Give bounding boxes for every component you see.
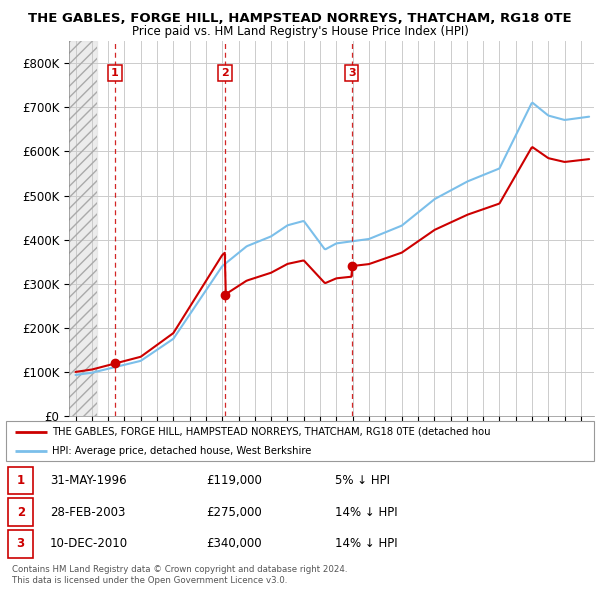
Text: 3: 3 [17,537,25,550]
Text: THE GABLES, FORGE HILL, HAMPSTEAD NORREYS, THATCHAM, RG18 0TE (detached hou: THE GABLES, FORGE HILL, HAMPSTEAD NORREY… [52,427,490,437]
Text: 14% ↓ HPI: 14% ↓ HPI [335,537,398,550]
Text: Contains HM Land Registry data © Crown copyright and database right 2024.
This d: Contains HM Land Registry data © Crown c… [12,565,347,585]
Text: 28-FEB-2003: 28-FEB-2003 [50,506,125,519]
FancyBboxPatch shape [8,530,33,558]
FancyBboxPatch shape [8,467,33,494]
Text: 2: 2 [221,68,229,78]
FancyBboxPatch shape [6,421,594,461]
Text: 1: 1 [111,68,119,78]
Text: £275,000: £275,000 [206,506,262,519]
Text: £119,000: £119,000 [206,474,262,487]
Text: 2: 2 [17,506,25,519]
Text: 10-DEC-2010: 10-DEC-2010 [50,537,128,550]
Text: £340,000: £340,000 [206,537,262,550]
Bar [69,41,97,416]
Text: THE GABLES, FORGE HILL, HAMPSTEAD NORREYS, THATCHAM, RG18 0TE: THE GABLES, FORGE HILL, HAMPSTEAD NORREY… [28,12,572,25]
Bar [69,41,97,416]
Text: 1: 1 [17,474,25,487]
Text: Price paid vs. HM Land Registry's House Price Index (HPI): Price paid vs. HM Land Registry's House … [131,25,469,38]
Text: 3: 3 [348,68,356,78]
Text: 31-MAY-1996: 31-MAY-1996 [50,474,127,487]
Text: HPI: Average price, detached house, West Berkshire: HPI: Average price, detached house, West… [52,446,311,456]
FancyBboxPatch shape [8,498,33,526]
Text: 5% ↓ HPI: 5% ↓ HPI [335,474,390,487]
Text: 14% ↓ HPI: 14% ↓ HPI [335,506,398,519]
